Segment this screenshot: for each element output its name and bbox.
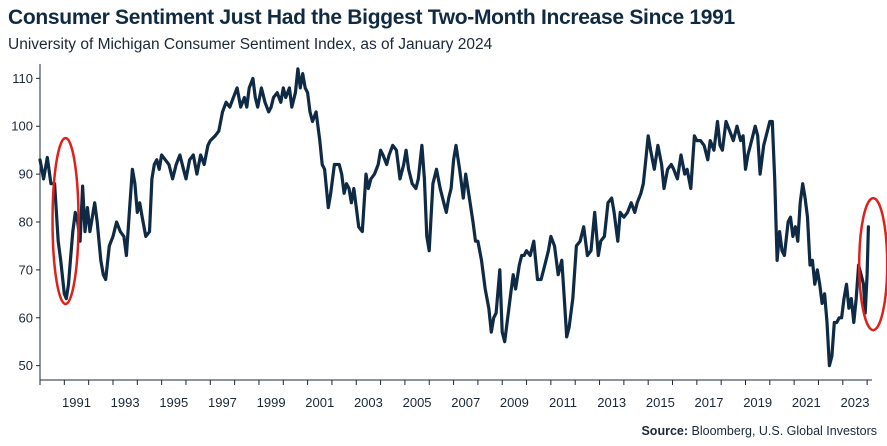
x-axis: 1991 1993 1995 1997 1999 2001 2003 2005 2007 2009… — [39, 379, 872, 410]
x-tick-label: 2021 — [792, 395, 821, 410]
y-tick-label: 110 — [12, 71, 33, 86]
highlight-ellipse-2024 — [857, 196, 887, 332]
source-note: Source: Bloomberg, U.S. Global Investors — [641, 424, 877, 438]
source-label: Source: — [641, 424, 689, 438]
x-tick-label: 2015 — [646, 395, 675, 410]
series-group — [38, 67, 870, 368]
x-tick-label: 2013 — [597, 395, 626, 410]
x-tick-label: 2003 — [354, 395, 383, 410]
x-tick-label: 2009 — [500, 395, 529, 410]
y-tick-label: 70 — [19, 262, 33, 277]
chart-subtitle: University of Michigan Consumer Sentimen… — [8, 36, 493, 53]
y-axis: 50 60 70 80 90 100 110 — [11, 64, 41, 380]
x-tick-label: 1997 — [208, 395, 237, 410]
x-tick-label: 2007 — [451, 395, 480, 410]
x-tick-label: 2001 — [305, 395, 334, 410]
x-tick-label: 2019 — [743, 395, 772, 410]
highlight-ellipse-1991 — [51, 136, 80, 306]
x-tick-label: 2011 — [549, 395, 577, 410]
x-tick-label: 1991 — [62, 395, 91, 410]
y-tick-label: 100 — [11, 119, 33, 134]
highlight-group — [51, 136, 887, 332]
x-tick-label: 2023 — [841, 395, 870, 410]
sentiment-series-line — [38, 67, 870, 368]
y-tick-label: 80 — [19, 215, 33, 230]
y-tick-label: 50 — [19, 358, 33, 373]
source-text: Bloomberg, U.S. Global Investors — [691, 424, 878, 438]
x-tick-label: 1993 — [111, 395, 140, 410]
y-tick-label: 90 — [19, 167, 33, 182]
y-tick-label: 60 — [19, 310, 33, 325]
x-tick-label: 1995 — [159, 395, 188, 410]
x-tick-label: 2005 — [403, 395, 432, 410]
chart-title: Consumer Sentiment Just Had the Biggest … — [8, 6, 735, 29]
x-tick-label: 2017 — [695, 395, 724, 410]
x-tick-label: 1999 — [257, 395, 286, 410]
